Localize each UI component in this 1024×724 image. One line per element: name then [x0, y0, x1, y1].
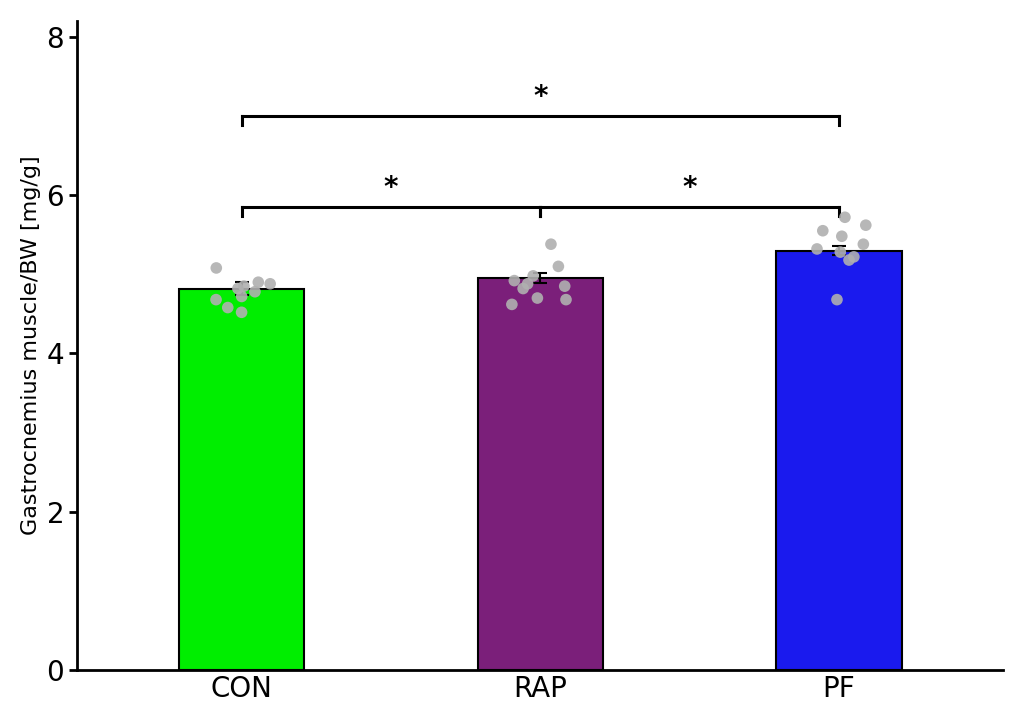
Bar	[179, 289, 304, 670]
Point	[219, 302, 236, 313]
Point	[525, 270, 542, 282]
Point	[233, 290, 250, 302]
Point	[519, 278, 536, 290]
Point	[841, 254, 857, 266]
Point	[515, 283, 531, 295]
Point	[236, 280, 252, 292]
Point	[233, 306, 250, 318]
Point	[837, 211, 853, 223]
Point	[529, 292, 546, 304]
Point	[504, 298, 520, 310]
Point	[250, 277, 266, 288]
Point	[208, 294, 224, 306]
Point	[828, 294, 845, 306]
Point	[229, 283, 246, 295]
Point	[208, 262, 224, 274]
Point	[858, 219, 874, 231]
Point	[834, 230, 850, 242]
Point	[262, 278, 279, 290]
Text: *: *	[384, 174, 398, 202]
Point	[846, 251, 862, 263]
Bar	[776, 251, 901, 670]
Point	[855, 238, 871, 250]
Point	[543, 238, 559, 250]
Text: *: *	[682, 174, 696, 202]
Point	[247, 286, 263, 298]
Point	[558, 294, 574, 306]
Point	[815, 225, 831, 237]
Y-axis label: Gastrocnemius muscle/BW [mg/g]: Gastrocnemius muscle/BW [mg/g]	[20, 156, 41, 535]
Point	[556, 280, 572, 292]
Point	[506, 275, 522, 287]
Bar	[477, 278, 603, 670]
Point	[809, 243, 825, 255]
Point	[550, 261, 566, 272]
Text: *: *	[534, 83, 548, 111]
Point	[833, 246, 849, 258]
